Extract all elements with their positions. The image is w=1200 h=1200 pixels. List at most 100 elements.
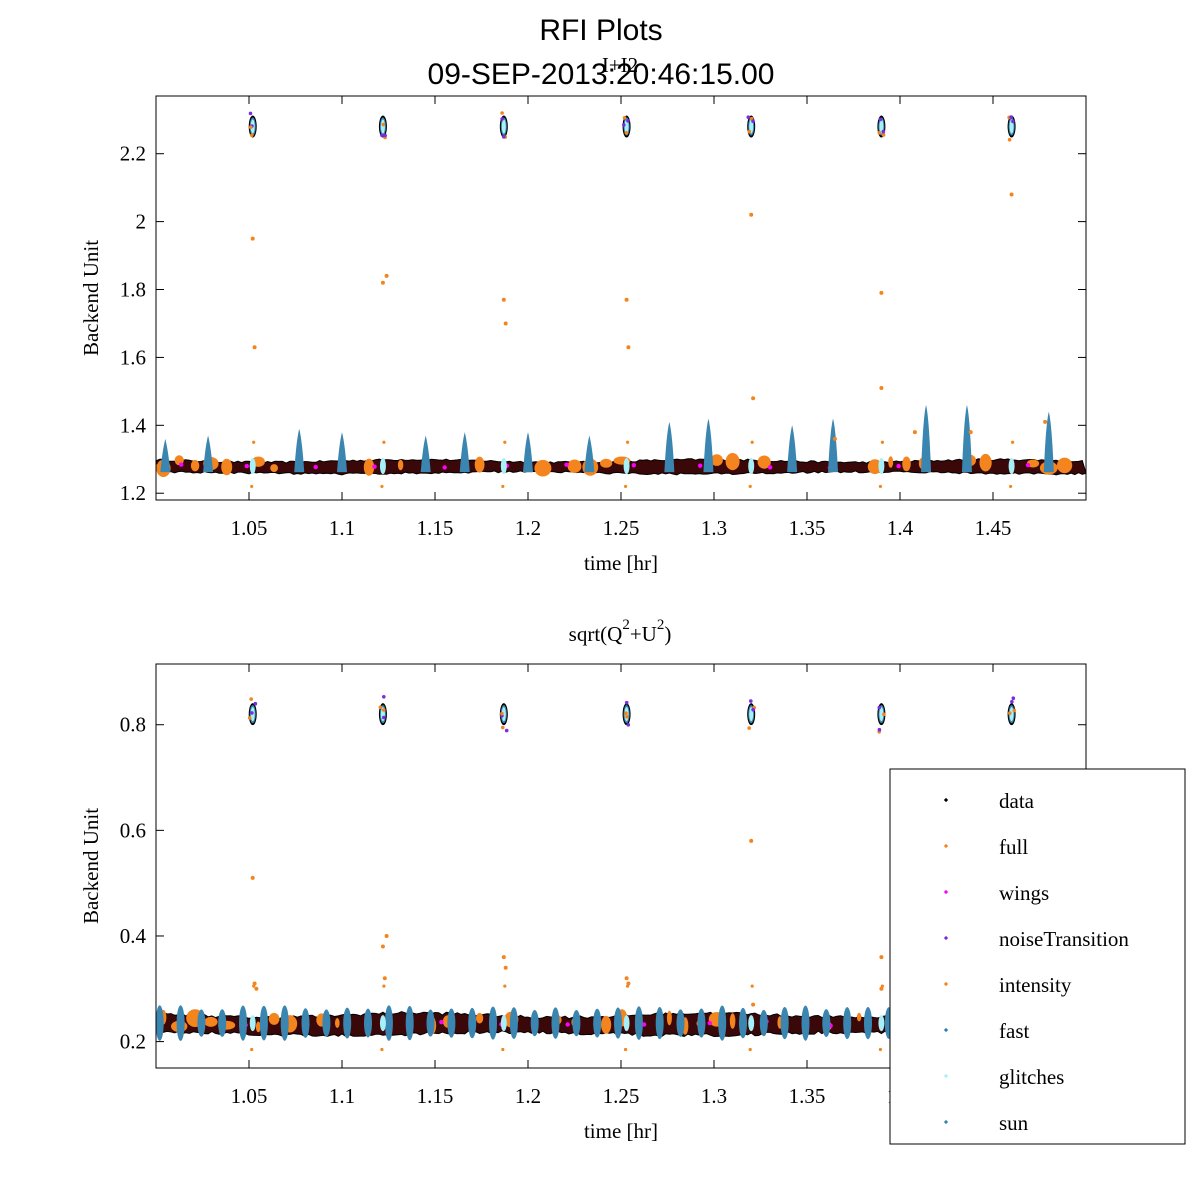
orange-outlier [751, 1002, 756, 1007]
fast-blob [593, 1008, 602, 1038]
cal-baseline-glitch [623, 1015, 630, 1032]
fast-blob [218, 1009, 227, 1037]
x-tick-label: 1.1 [329, 1084, 355, 1108]
fast-blob [447, 1008, 456, 1038]
full-blob [190, 459, 200, 472]
wings-point [313, 464, 318, 470]
full-blob [270, 464, 278, 473]
plot-frame [155, 95, 1087, 501]
x-tick-label: 1.3 [701, 1084, 727, 1108]
wings-point [442, 465, 447, 470]
fast-blob [718, 1005, 727, 1041]
cal-baseline-outlier [625, 440, 630, 444]
wings-point [767, 465, 773, 470]
cal-baseline-outlier [380, 1047, 384, 1052]
cal-scatter-point [380, 133, 384, 138]
fast-blob [197, 1009, 206, 1037]
orange-outlier [624, 976, 629, 981]
legend: data full wings noiseTransition intensity fas… [889, 768, 1186, 1145]
legend-label: noiseTransition [999, 927, 1129, 951]
series-points [156, 111, 1086, 489]
x-tick-label: 1.05 [231, 516, 268, 540]
full-blob [397, 459, 404, 471]
cal-baseline-outlier [880, 440, 885, 444]
cal-scatter-point [877, 131, 882, 135]
fast-spike [828, 418, 839, 473]
cal-scatter-point [1009, 115, 1013, 119]
cal-cluster-glitch [624, 119, 629, 134]
cal-scatter-point [500, 111, 504, 115]
cal-baseline-outlier [878, 484, 883, 489]
fast-spike [787, 425, 798, 473]
cal-baseline-outlier [750, 984, 754, 988]
fast-blob [259, 1005, 268, 1041]
full-blob [534, 459, 552, 477]
fast-blob [468, 1007, 477, 1039]
orange-outlier [1009, 192, 1014, 197]
fast-spike [294, 428, 305, 473]
wings-point [564, 462, 569, 467]
full-blob [601, 1015, 612, 1034]
cal-scatter-point [500, 711, 504, 716]
legend-marker [943, 1027, 949, 1033]
cal-baseline-glitch [748, 458, 755, 475]
cal-baseline-glitch [249, 458, 256, 475]
legend-marker [943, 889, 949, 895]
cal-baseline-outlier [1009, 484, 1013, 489]
cal-scatter-point [751, 119, 755, 123]
cal-baseline-glitch [249, 1015, 256, 1032]
full-blob [268, 1012, 280, 1025]
wings-point [439, 1019, 444, 1025]
cal-scatter-point [501, 135, 506, 139]
figure-datetime: 09-SEP-2013:20:46:15.00 [428, 58, 775, 91]
full-blob [666, 1010, 672, 1026]
x-tick-label: 1.35 [789, 1084, 826, 1108]
y-axis-label: Backend Unit [79, 808, 103, 924]
full-blob [710, 454, 723, 466]
orange-outlier [751, 396, 756, 401]
y-tick-label: 1.2 [120, 481, 146, 505]
cal-baseline-glitch [379, 1015, 386, 1032]
cal-baseline-outlier [750, 440, 754, 444]
legend-label: sun [999, 1111, 1029, 1135]
bottom-title-sup1: 2 [622, 617, 630, 633]
top-plot-title: I+I2 [602, 53, 638, 77]
full-blob [867, 459, 883, 475]
cal-scatter-point [747, 726, 751, 730]
cal-scatter-point [877, 705, 882, 710]
cal-baseline-outlier [382, 984, 386, 988]
fast-blob [843, 1007, 852, 1040]
fast-blob [530, 1009, 539, 1037]
fast-blob [364, 1008, 372, 1038]
cal-baseline-outlier [623, 484, 628, 489]
orange-outlier [879, 290, 884, 295]
cal-baseline-outlier [501, 484, 505, 489]
bottom-title-sup2: 2 [657, 617, 665, 633]
cal-scatter-point [877, 727, 882, 732]
x-tick-label: 1.2 [515, 516, 541, 540]
fast-blob [739, 1007, 747, 1039]
legend-label: intensity [999, 973, 1072, 997]
cal-scatter-point [382, 708, 386, 712]
orange-outlier [879, 986, 884, 991]
orange-outlier [250, 236, 255, 241]
full-blob [1057, 457, 1073, 474]
cal-cluster-glitch [879, 707, 884, 722]
bottom-title-prefix: sqrt(Q [569, 622, 623, 646]
fast-blob [509, 1007, 518, 1039]
fast-blob [551, 1007, 560, 1039]
cal-baseline-outlier [748, 1047, 752, 1052]
cal-cluster-glitch [501, 119, 506, 134]
fast-spike [584, 435, 595, 473]
cal-cluster-glitch [501, 707, 506, 722]
y-tick-label: 0.4 [120, 924, 147, 948]
cal-scatter-point [626, 119, 630, 123]
cal-scatter-point [878, 117, 883, 122]
orange-outlier [501, 297, 506, 302]
fast-blob [156, 1005, 164, 1041]
fast-blob [822, 1009, 831, 1038]
y-tick-label: 1.8 [120, 278, 146, 302]
orange-outlier [503, 321, 508, 326]
cal-scatter-point [1007, 137, 1012, 142]
